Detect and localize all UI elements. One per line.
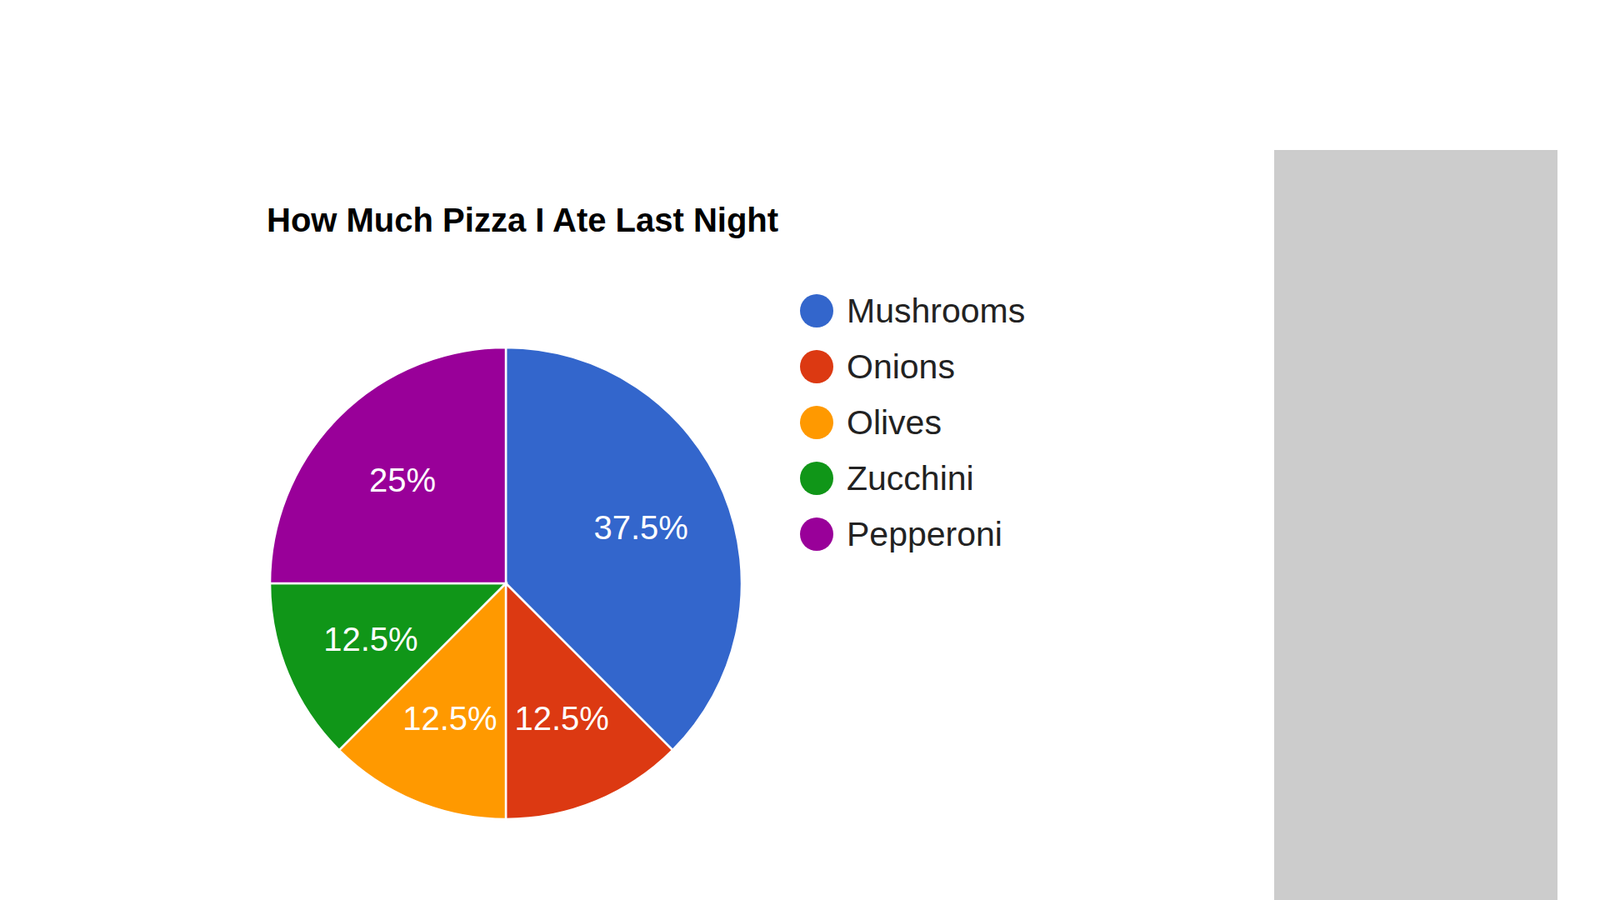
legend-label: Olives bbox=[846, 403, 942, 442]
data-label: 37.5% bbox=[593, 509, 688, 546]
legend-label: Pepperoni bbox=[846, 515, 1003, 554]
pie-slice bbox=[270, 347, 506, 584]
legend-item: Zucchini bbox=[800, 459, 975, 498]
legend-swatch bbox=[800, 461, 834, 495]
data-label: 25% bbox=[369, 461, 436, 499]
data-label: 12.5% bbox=[323, 620, 418, 658]
legend-label: Mushrooms bbox=[846, 291, 1025, 330]
legend-swatch bbox=[800, 350, 834, 384]
legend-item: Olives bbox=[800, 403, 942, 442]
legend-item: Mushrooms bbox=[800, 291, 1025, 330]
legend-swatch bbox=[800, 517, 834, 551]
data-label: 12.5% bbox=[402, 700, 497, 737]
chart-svg: How Much Pizza I Ate Last Night 37.5% 12.5… bbox=[0, 0, 1600, 900]
legend-item: Onions bbox=[800, 347, 955, 386]
data-label: 12.5% bbox=[514, 700, 609, 737]
legend: Mushrooms Onions Olives Zucchini Pepperoni bbox=[800, 291, 1025, 554]
data-labels: 37.5% 12.5% 12.5% 12.5% 25% bbox=[323, 461, 689, 737]
legend-swatch bbox=[800, 405, 834, 440]
legend-swatch bbox=[800, 294, 834, 328]
pie bbox=[270, 347, 742, 820]
pie-slice bbox=[505, 583, 673, 820]
legend-label: Zucchini bbox=[846, 459, 975, 498]
side-panel bbox=[1274, 150, 1558, 900]
pie-slice bbox=[270, 583, 506, 750]
legend-item: Pepperoni bbox=[800, 515, 1003, 554]
chart-container: How Much Pizza I Ate Last Night 37.5% 12.5… bbox=[0, 0, 1600, 900]
chart-title: How Much Pizza I Ate Last Night bbox=[266, 201, 779, 239]
legend-label: Onions bbox=[846, 347, 955, 386]
